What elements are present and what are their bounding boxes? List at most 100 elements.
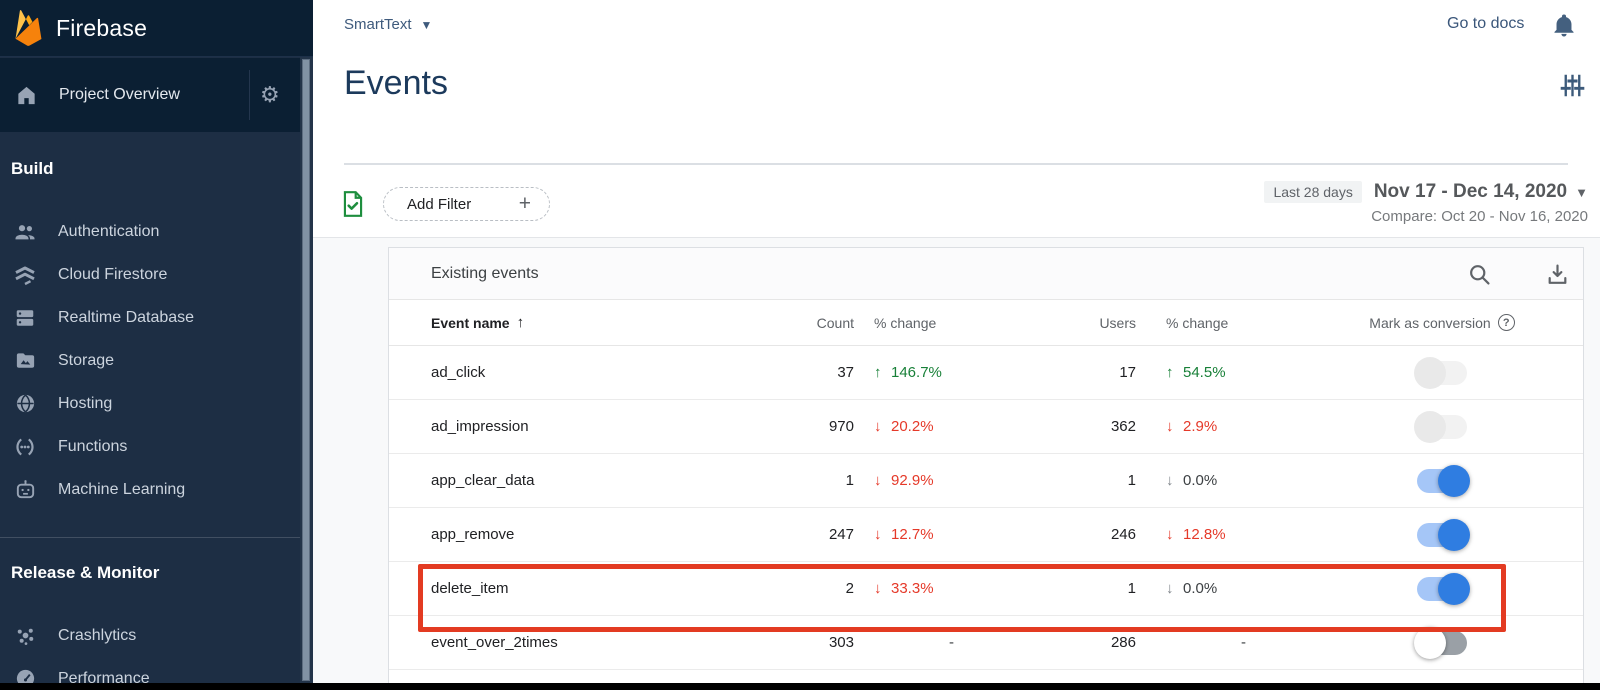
count-change: - xyxy=(949,634,954,651)
existing-events-card: Existing events Event name ↑ Coun xyxy=(388,247,1584,690)
mark-as-conversion-toggle[interactable] xyxy=(1417,518,1470,551)
event-users: 17 xyxy=(1119,364,1136,381)
event-count: 1 xyxy=(845,472,854,489)
divider xyxy=(0,537,300,538)
event-name: ad_click xyxy=(431,364,486,381)
column-count[interactable]: Count xyxy=(816,314,854,331)
mark-as-conversion-toggle[interactable] xyxy=(1417,572,1470,605)
change-arrow-icon: ↓ xyxy=(874,580,882,597)
users-change: ↓ 0.0% xyxy=(1166,580,1218,597)
divider xyxy=(249,70,250,120)
scrollbar-thumb[interactable] xyxy=(302,59,310,681)
event-users: 286 xyxy=(1110,634,1136,651)
chevron-down-icon: ▼ xyxy=(420,17,433,32)
mark-as-conversion-toggle[interactable] xyxy=(1417,464,1470,497)
sidebar-item-hosting[interactable]: Hosting xyxy=(0,382,300,425)
event-name: ad_impression xyxy=(431,418,529,435)
firebase-logo[interactable]: Firebase xyxy=(0,0,313,57)
count-change: ↓ 33.3% xyxy=(874,580,934,597)
search-icon[interactable] xyxy=(1467,262,1492,287)
mark-as-conversion-toggle[interactable] xyxy=(1414,410,1467,443)
project-selector[interactable]: SmartText ▼ xyxy=(344,16,433,33)
section-title-build: Build xyxy=(11,159,54,178)
download-icon[interactable] xyxy=(1545,262,1570,287)
toggle-knob xyxy=(1414,356,1446,389)
event-users: 362 xyxy=(1110,418,1136,435)
toggle-knob xyxy=(1414,626,1446,659)
event-count: 2 xyxy=(845,580,854,597)
sidebar-item-storage[interactable]: Storage xyxy=(0,339,300,382)
database-icon xyxy=(13,306,37,330)
sidebar-item-project-overview[interactable]: Project Overview xyxy=(0,58,300,132)
count-change: ↑ 146.7% xyxy=(874,364,942,381)
change-arrow-icon: ↓ xyxy=(1166,580,1174,597)
ml-robot-icon xyxy=(13,478,37,502)
sort-ascending-icon: ↑ xyxy=(516,314,525,331)
sidebar: Firebase Project Overview ⚙ Build xyxy=(0,0,313,690)
add-filter-button[interactable]: Add Filter + xyxy=(383,187,550,221)
table-row: ad_impression 970 ↓ 20.2% 362 ↓ 2.9% xyxy=(389,400,1583,454)
toggle-knob xyxy=(1414,410,1446,443)
event-users: 1 xyxy=(1127,472,1136,489)
sidebar-item-machine-learning[interactable]: Machine Learning xyxy=(0,468,300,511)
sidebar-item-cloud-firestore[interactable]: Cloud Firestore xyxy=(0,253,300,296)
users-change: - xyxy=(1241,634,1246,651)
project-settings-gear-icon[interactable]: ⚙ xyxy=(260,82,280,107)
go-to-docs-link[interactable]: Go to docs xyxy=(1447,15,1525,32)
card-title: Existing events xyxy=(431,264,539,282)
column-event-name[interactable]: Event name ↑ xyxy=(431,314,525,331)
brand-name: Firebase xyxy=(56,14,148,41)
divider xyxy=(313,237,1600,238)
table-row: app_remove 247 ↓ 12.7% 246 ↓ 12.8% xyxy=(389,508,1583,562)
date-range-block: Last 28 days Nov 17 - Dec 14, 2020 ▼ Com… xyxy=(1264,181,1588,225)
change-arrow-icon: ↓ xyxy=(1166,472,1174,489)
event-count: 247 xyxy=(828,526,854,543)
performance-speedometer-icon xyxy=(13,667,37,690)
date-range-selector[interactable]: Nov 17 - Dec 14, 2020 xyxy=(1373,181,1568,202)
page-title: Events xyxy=(344,64,448,102)
toggle-knob xyxy=(1438,518,1470,551)
event-name: event_over_2times xyxy=(431,634,558,651)
mark-as-conversion-toggle[interactable] xyxy=(1414,356,1467,389)
table-row: ad_click 37 ↑ 146.7% 17 ↑ 54.5% xyxy=(389,346,1583,400)
event-count: 37 xyxy=(837,364,854,381)
sidebar-item-crashlytics[interactable]: Crashlytics xyxy=(0,614,300,657)
chevron-down-icon[interactable]: ▼ xyxy=(1575,184,1588,200)
sidebar-item-authentication[interactable]: Authentication xyxy=(0,210,300,253)
sidebar-scrollbar[interactable] xyxy=(300,57,313,690)
toggle-knob xyxy=(1438,572,1470,605)
count-change: ↓ 20.2% xyxy=(874,418,934,435)
table-header-row: Event name ↑ Count % change Users % chan… xyxy=(389,300,1583,346)
period-chip: Last 28 days xyxy=(1264,181,1362,203)
table-row: delete_item 2 ↓ 33.3% 1 ↓ 0.0% xyxy=(389,562,1583,632)
change-arrow-icon: ↑ xyxy=(874,364,882,381)
compare-range: Compare: Oct 20 - Nov 16, 2020 xyxy=(1371,208,1588,225)
event-name: delete_item xyxy=(431,580,509,597)
users-change: ↓ 0.0% xyxy=(1166,472,1218,489)
users-change: ↓ 12.8% xyxy=(1166,526,1226,543)
table-row: app_clear_data 1 ↓ 92.9% 1 ↓ 0.0% xyxy=(389,454,1583,508)
event-name: app_remove xyxy=(431,526,515,543)
sidebar-item-performance[interactable]: Performance xyxy=(0,657,300,690)
notifications-bell-icon[interactable] xyxy=(1551,12,1577,38)
mark-as-conversion-toggle[interactable] xyxy=(1414,626,1467,659)
crashlytics-icon xyxy=(13,624,37,648)
sidebar-item-functions[interactable]: Functions xyxy=(0,425,300,468)
column-users[interactable]: Users xyxy=(1099,314,1136,331)
help-icon[interactable]: ? xyxy=(1497,314,1515,331)
firebase-flame-icon xyxy=(15,10,42,46)
change-arrow-icon: ↑ xyxy=(1166,364,1174,381)
tune-filters-icon[interactable] xyxy=(1559,72,1586,99)
column-count-change[interactable]: % change xyxy=(874,314,937,331)
change-arrow-icon: ↓ xyxy=(874,526,882,543)
column-users-change[interactable]: % change xyxy=(1166,314,1229,331)
sidebar-item-realtime-database[interactable]: Realtime Database xyxy=(0,296,300,339)
event-users: 246 xyxy=(1110,526,1136,543)
firestore-icon xyxy=(13,263,37,287)
change-arrow-icon: ↓ xyxy=(874,418,882,435)
project-overview-label: Project Overview xyxy=(59,86,180,103)
count-change: ↓ 92.9% xyxy=(874,472,934,489)
sidebar-menu: Build Authentication Cloud Firestore xyxy=(0,132,300,690)
home-icon xyxy=(15,84,38,107)
